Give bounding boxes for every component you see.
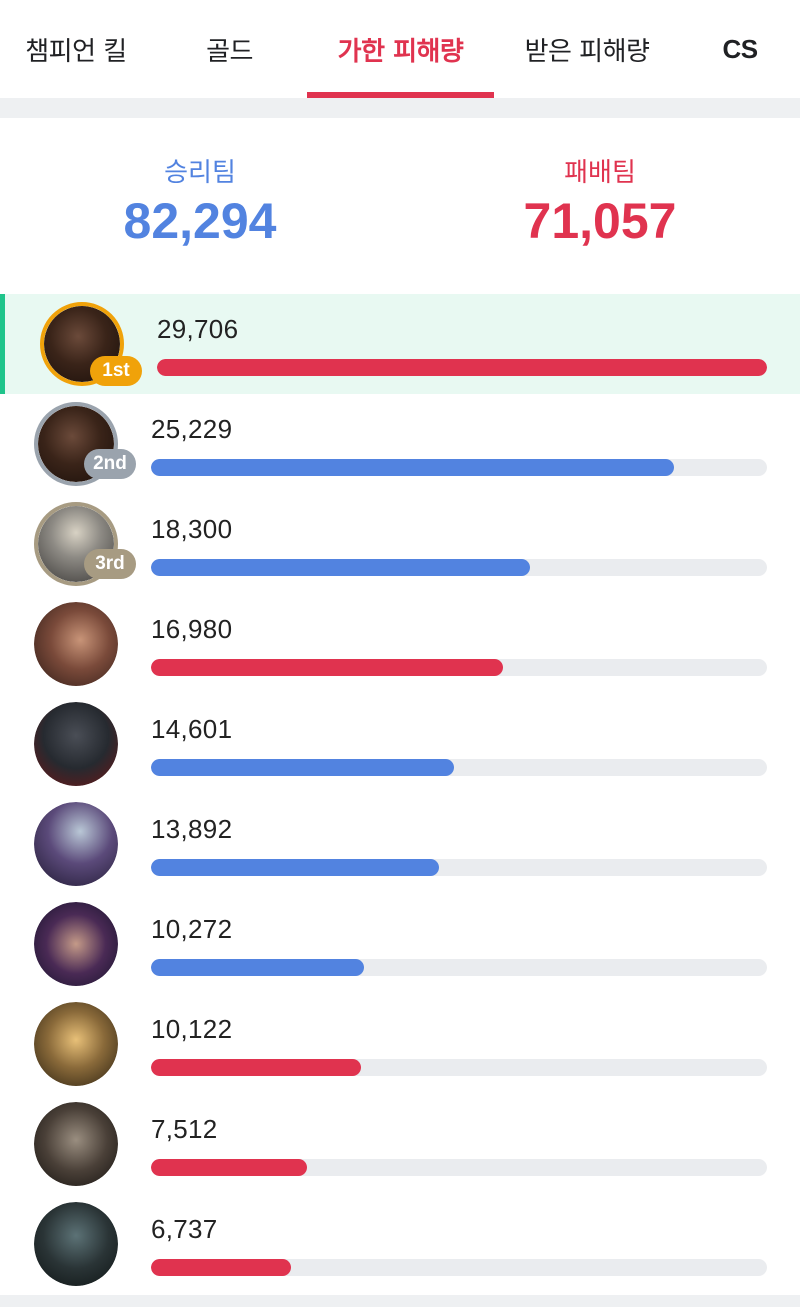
tab-cs[interactable]: CS [680, 0, 800, 98]
champion-avatar[interactable] [34, 702, 118, 786]
champion-portrait-10-icon [34, 1202, 118, 1286]
team-totals: 승리팀 82,294 패배팀 71,057 [0, 118, 800, 294]
damage-bar-fill [151, 659, 504, 676]
damage-amount: 25,229 [151, 414, 233, 444]
damage-bar-fill [151, 459, 675, 476]
champion-avatar[interactable] [34, 602, 118, 686]
tab-label: 골드 [206, 36, 253, 67]
rank-badge: 3rd [84, 549, 136, 579]
losing-team-total: 패배팀 71,057 [450, 118, 750, 248]
player-row[interactable]: 6,737 [0, 1194, 800, 1294]
player-row[interactable]: 13,892 [0, 794, 800, 894]
champion-portrait-9-icon [34, 1102, 118, 1186]
damage-amount: 14,601 [151, 714, 233, 744]
damage-bar-fill [151, 1059, 361, 1076]
damage-bar-track [151, 459, 767, 476]
stat-tab-bar: 챔피언 킬 골드 가한 피해량 받은 피해량 CS [0, 0, 800, 98]
damage-bar-track [151, 1059, 767, 1076]
tab-label: 챔피언 킬 [25, 36, 127, 67]
tab-gold[interactable]: 골드 [152, 0, 307, 98]
damage-bar-track [151, 959, 767, 976]
champion-portrait-6-icon [34, 802, 118, 886]
damage-bar-track [151, 759, 767, 776]
rank-badge: 2nd [84, 449, 136, 479]
tab-label: 받은 피해량 [524, 36, 650, 67]
tab-label: 가한 피해량 [337, 36, 464, 67]
bottom-divider [0, 1295, 800, 1307]
losing-team-value: 71,057 [523, 193, 677, 249]
champion-portrait-7-icon [34, 902, 118, 986]
damage-bar-track [151, 559, 767, 576]
damage-amount: 6,737 [151, 1214, 218, 1244]
player-row[interactable]: 1st 29,706 [0, 294, 800, 394]
champion-avatar[interactable] [34, 802, 118, 886]
player-row[interactable]: 10,122 [0, 994, 800, 1094]
damage-bar-track [157, 359, 767, 376]
player-row[interactable]: 7,512 [0, 1094, 800, 1194]
damage-bar-fill [151, 1259, 291, 1276]
rank-badge: 1st [90, 356, 142, 386]
champion-avatar[interactable] [34, 1202, 118, 1286]
tab-champion-kills[interactable]: 챔피언 킬 [0, 0, 152, 98]
damage-ranking-list: 1st 29,706 2nd 25,229 3rd 18,300 16,980 14,601 1… [0, 294, 800, 1294]
damage-amount: 10,272 [151, 914, 233, 944]
winning-team-label: 승리팀 [164, 158, 236, 188]
damage-amount: 18,300 [151, 514, 233, 544]
damage-bar-track [151, 859, 767, 876]
damage-bar-fill [151, 859, 440, 876]
winning-team-value: 82,294 [123, 193, 277, 249]
damage-bar-track [151, 1259, 767, 1276]
champion-avatar[interactable] [34, 902, 118, 986]
damage-bar-fill [151, 759, 454, 776]
champion-avatar[interactable] [34, 1102, 118, 1186]
damage-bar-fill [151, 559, 531, 576]
damage-amount: 13,892 [151, 814, 233, 844]
champion-avatar[interactable] [34, 1002, 118, 1086]
player-row[interactable]: 3rd 18,300 [0, 494, 800, 594]
section-divider [0, 98, 800, 118]
damage-amount: 10,122 [151, 1014, 233, 1044]
damage-amount: 29,706 [157, 314, 239, 344]
tab-damage-dealt[interactable]: 가한 피해량 [307, 0, 494, 98]
damage-bar-track [151, 659, 767, 676]
player-row[interactable]: 14,601 [0, 694, 800, 794]
tab-damage-taken[interactable]: 받은 피해량 [494, 0, 680, 98]
tab-label: CS [722, 33, 758, 64]
player-row[interactable]: 16,980 [0, 594, 800, 694]
damage-amount: 16,980 [151, 614, 233, 644]
player-row[interactable]: 10,272 [0, 894, 800, 994]
player-row[interactable]: 2nd 25,229 [0, 394, 800, 494]
damage-bar-fill [157, 359, 767, 376]
damage-bar-fill [151, 959, 364, 976]
champion-portrait-5-icon [34, 702, 118, 786]
damage-amount: 7,512 [151, 1114, 218, 1144]
damage-bar-track [151, 1159, 767, 1176]
champion-portrait-8-icon [34, 1002, 118, 1086]
winning-team-total: 승리팀 82,294 [50, 118, 350, 248]
damage-bar-fill [151, 1159, 307, 1176]
losing-team-label: 패배팀 [564, 158, 636, 188]
champion-portrait-4-icon [34, 602, 118, 686]
